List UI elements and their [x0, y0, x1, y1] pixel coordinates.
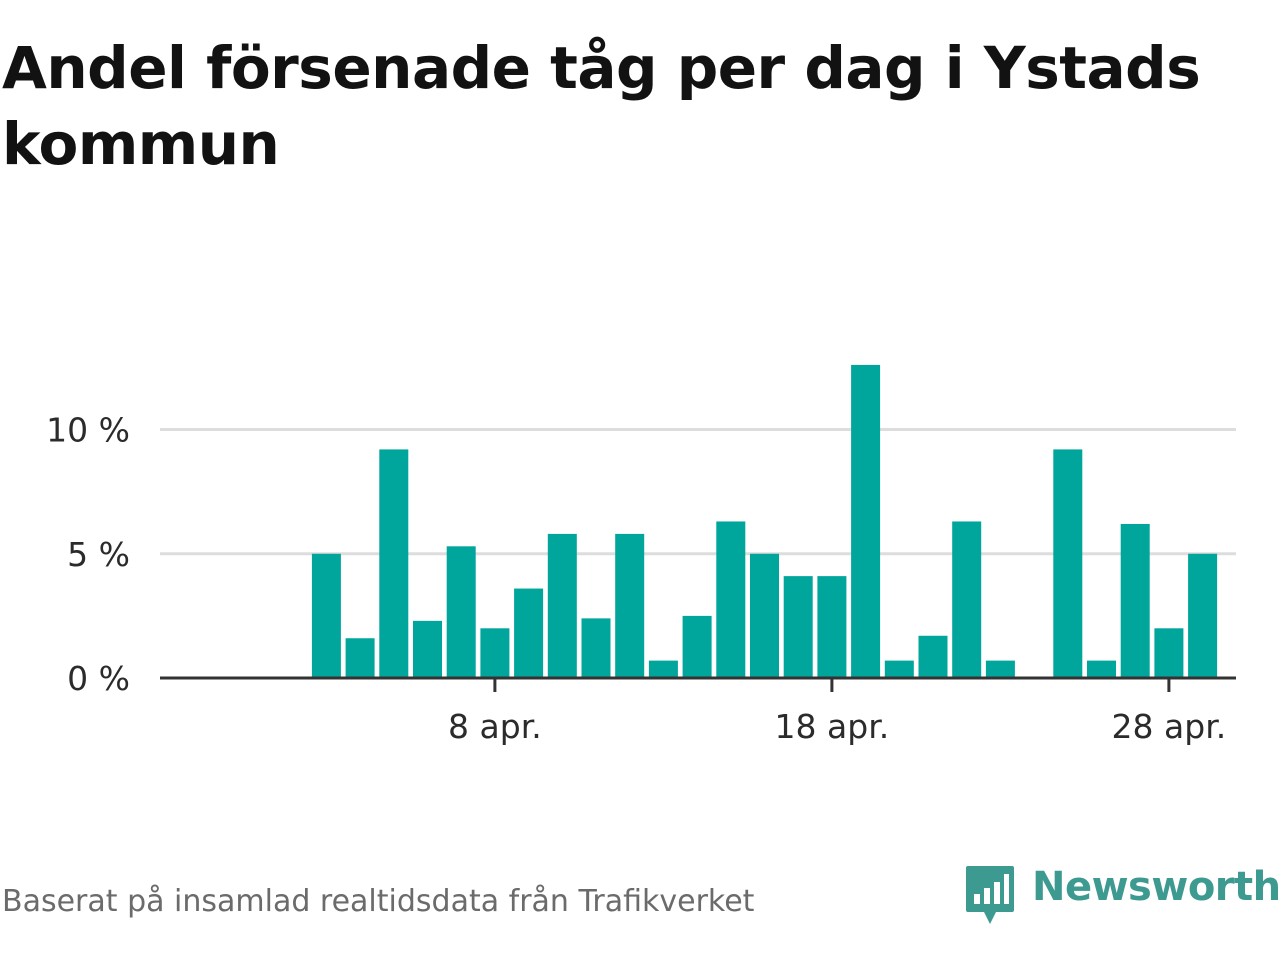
- bar: [446, 546, 476, 678]
- bar: [783, 576, 813, 678]
- bar: [716, 521, 746, 678]
- bar: [1053, 449, 1083, 678]
- bar: [480, 628, 510, 678]
- bar: [1087, 660, 1116, 678]
- bar: [648, 660, 678, 678]
- bar: [918, 635, 948, 678]
- x-axis-ticks: 8 apr. 18 apr. 28 apr.: [448, 678, 1226, 746]
- x-tick-label: 18 apr.: [775, 707, 890, 746]
- bar: [884, 660, 914, 678]
- y-tick-label: 0 %: [67, 659, 130, 698]
- bar: [581, 618, 611, 678]
- bar: [985, 660, 1015, 678]
- brand-logo: Newsworthy: [964, 864, 1280, 926]
- bar: [345, 638, 375, 678]
- bar: [817, 576, 847, 678]
- bar: [615, 533, 645, 678]
- bar: [547, 533, 577, 678]
- bar: [514, 588, 544, 678]
- brand-name: Newsworthy: [1032, 864, 1280, 910]
- bars: [311, 364, 1218, 678]
- bar: [1154, 628, 1184, 678]
- y-axis-ticks: 0 % 5 % 10 %: [46, 411, 130, 698]
- y-tick-label: 10 %: [46, 411, 130, 450]
- y-tick-label: 5 %: [67, 535, 130, 574]
- bar: [851, 364, 881, 678]
- x-tick-label: 8 apr.: [448, 707, 542, 746]
- chart-title: Andel försenade tåg per dag i Ystads kom…: [2, 34, 1201, 178]
- bar: [413, 620, 442, 678]
- bar: [1120, 523, 1150, 678]
- bar: [750, 553, 779, 678]
- x-tick-label: 28 apr.: [1112, 707, 1227, 746]
- bar: [682, 615, 712, 678]
- bar: [1188, 553, 1218, 678]
- newsworthy-logo-icon: [966, 866, 1014, 924]
- bar: [379, 449, 409, 678]
- source-note: Baserat på insamlad realtidsdata från Tr…: [2, 884, 755, 919]
- bar: [311, 553, 341, 678]
- bar: [952, 521, 982, 678]
